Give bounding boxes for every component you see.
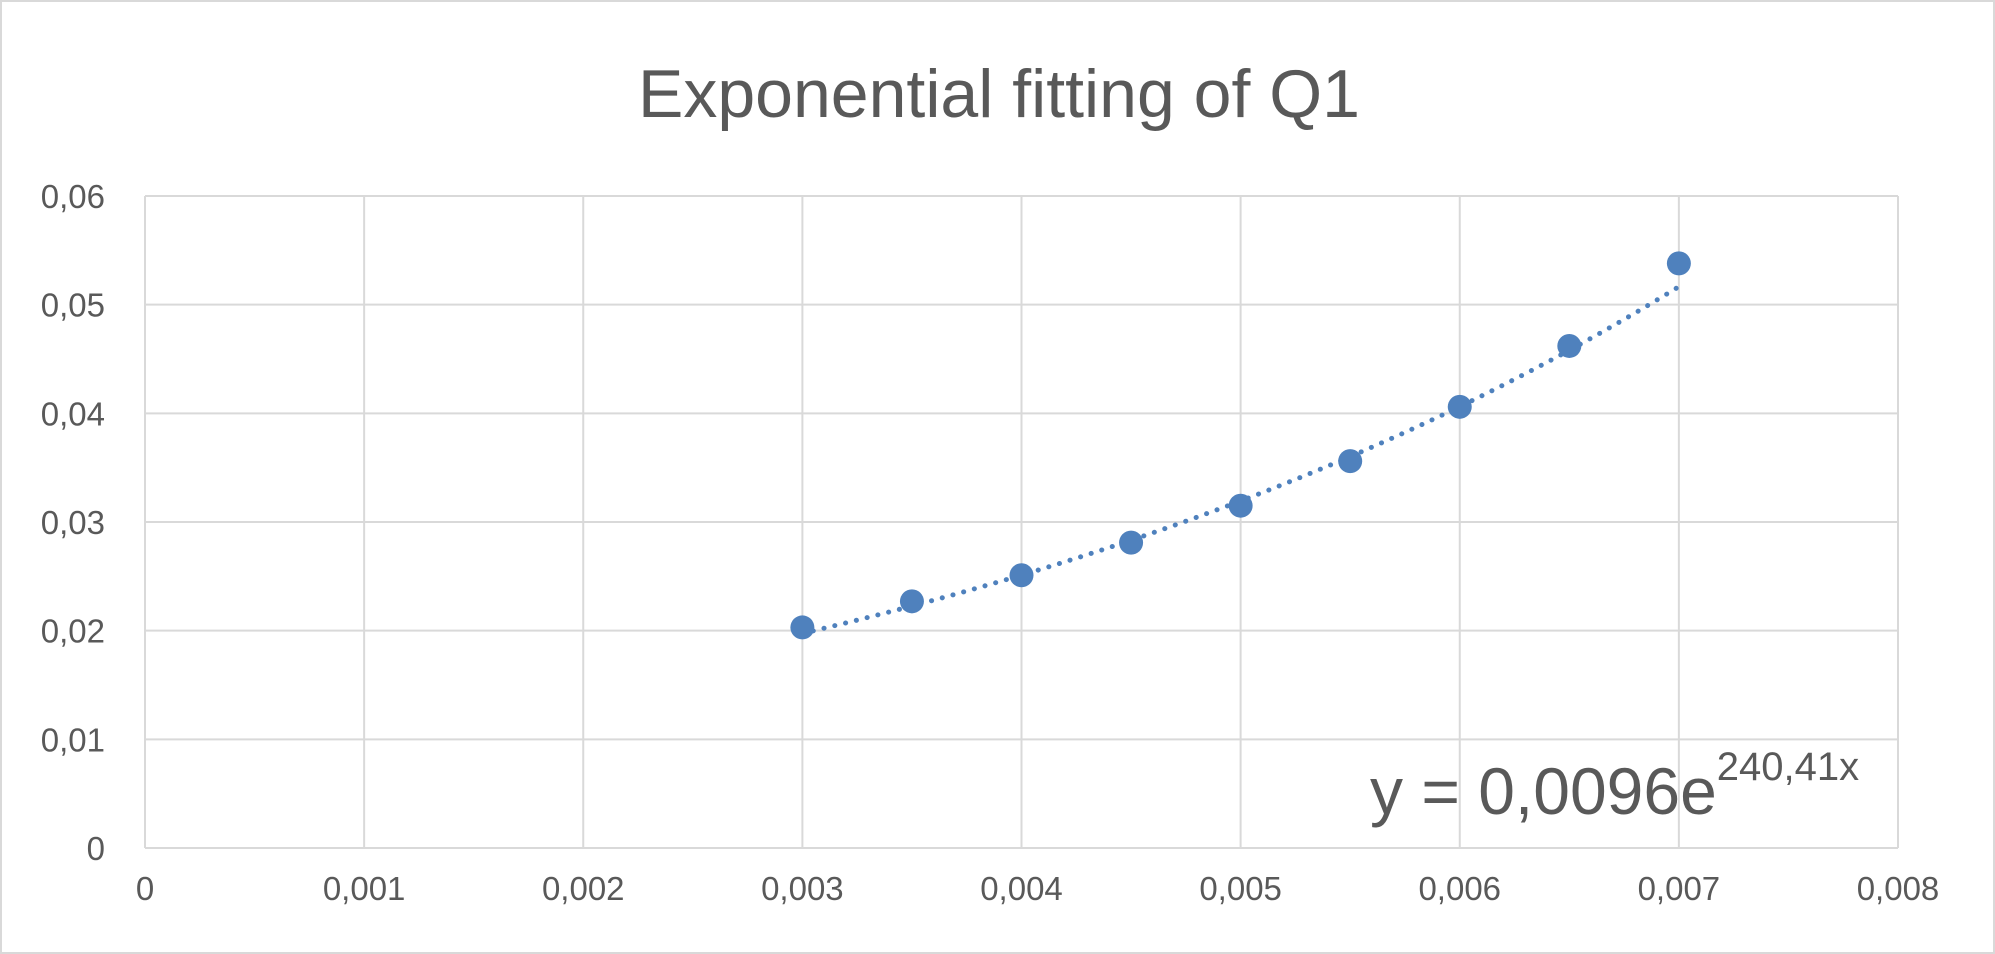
x-tick-label: 0,005 [1199, 870, 1282, 907]
data-point [1228, 493, 1253, 518]
data-point [899, 589, 924, 614]
x-tick-label: 0,004 [980, 870, 1063, 907]
data-point [1557, 333, 1582, 358]
trendline [799, 284, 1682, 636]
x-tick-label: 0,002 [542, 870, 625, 907]
y-tick-label: 0,02 [41, 613, 105, 650]
data-point [1666, 251, 1691, 276]
points-layer [790, 251, 1691, 640]
y-tick-label: 0,03 [41, 504, 105, 541]
x-tick-label: 0,006 [1418, 870, 1501, 907]
y-tick-label: 0,01 [41, 721, 105, 758]
data-point [1447, 394, 1472, 419]
equation-exponent: 240,41x [1717, 745, 1859, 789]
data-point [790, 615, 815, 640]
equation-main: y = 0,0096e [1370, 754, 1717, 828]
x-tick-label: 0,007 [1638, 870, 1721, 907]
y-tick-label: 0,05 [41, 287, 105, 324]
x-tick-label: 0 [136, 870, 154, 907]
data-point [1338, 449, 1363, 474]
x-tick-label: 0,001 [323, 870, 406, 907]
y-tick-label: 0 [87, 830, 105, 867]
y-tick-label: 0,04 [41, 395, 105, 432]
grid-layer [144, 195, 1899, 849]
chart-title: Exponential fitting of Q1 [638, 56, 1360, 132]
x-tick-label: 0,008 [1857, 870, 1940, 907]
y-tick-label: 0,06 [41, 178, 105, 215]
x-tick-label: 0,003 [761, 870, 844, 907]
data-point [1009, 563, 1034, 588]
data-point [1119, 530, 1144, 555]
trendline-equation: y = 0,0096e240,41x [1370, 745, 1859, 828]
axis-labels: 0 0,001 0,002 0,003 0,004 0,005 0,006 0,007 0,00… [41, 178, 1940, 907]
